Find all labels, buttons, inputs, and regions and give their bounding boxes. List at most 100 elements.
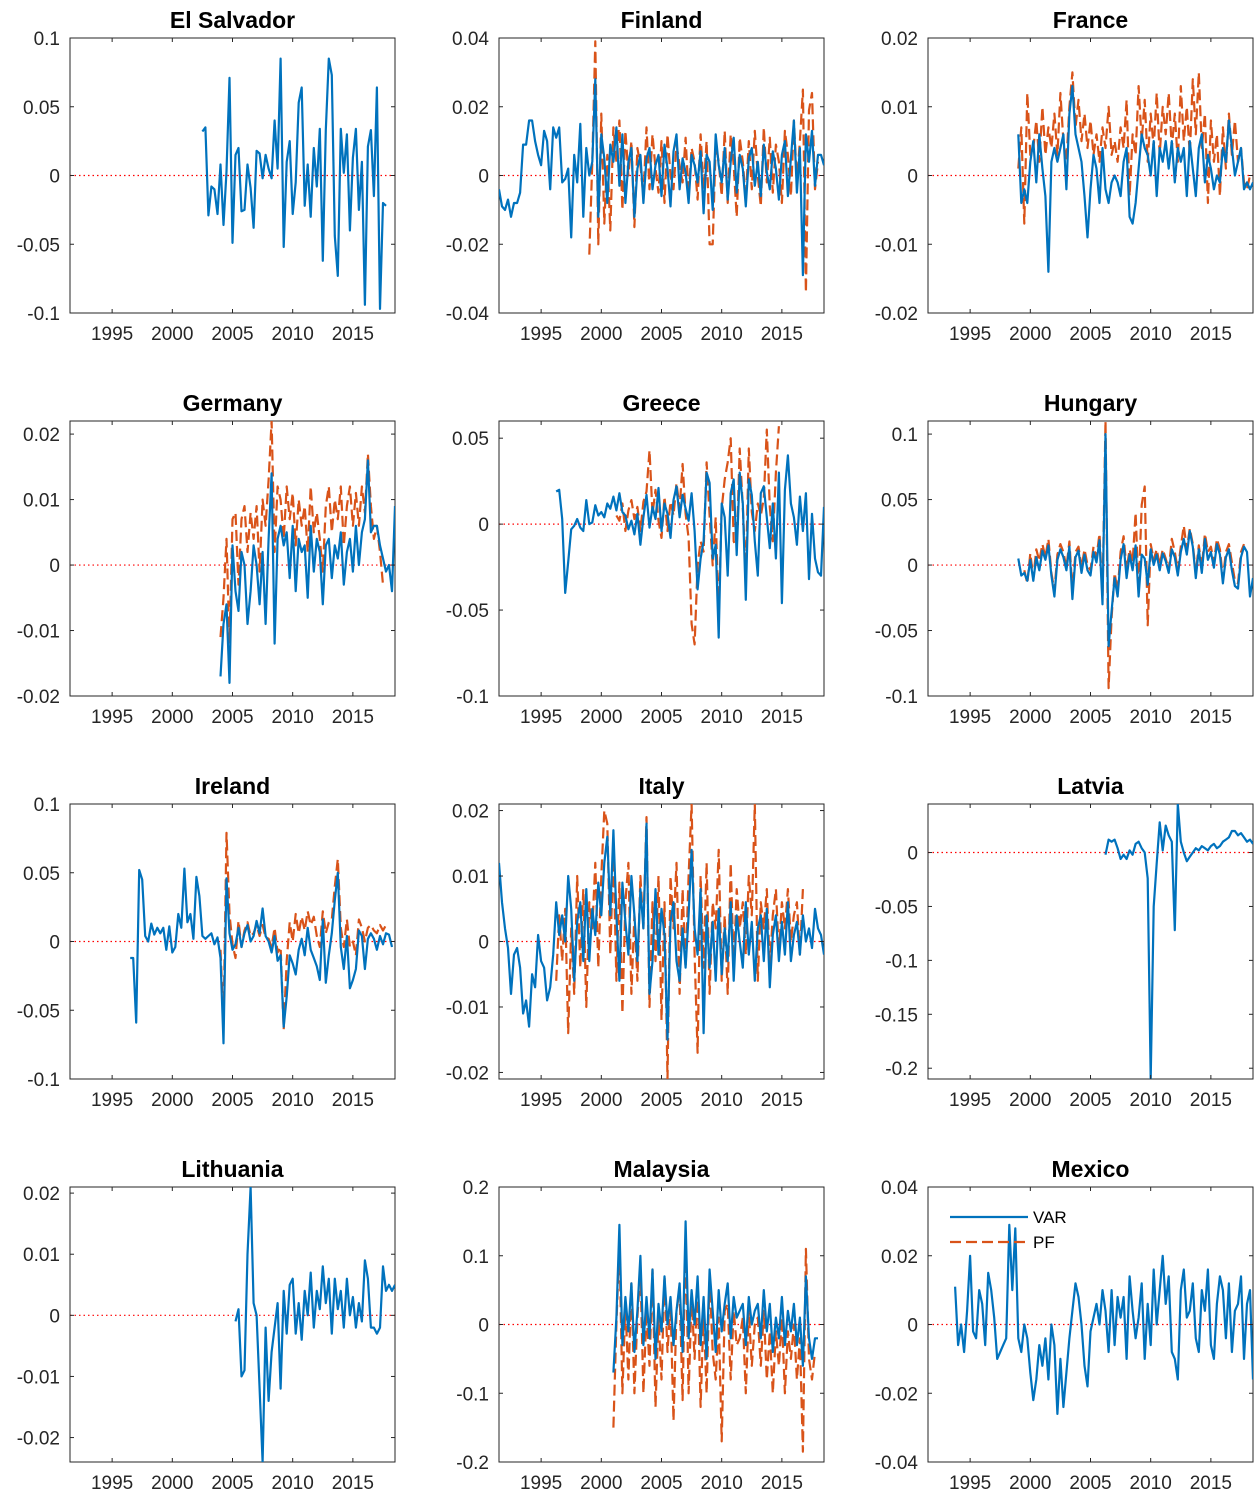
plot-area <box>954 1223 1253 1415</box>
plot-area <box>130 831 394 1045</box>
panel-malaysia: Malaysia 1995 2000 2005 2010 2015 0.2 0.1 0 -0.1 -… <box>456 1156 825 1494</box>
y-tick-label: 0 <box>907 844 918 865</box>
y-tick-label: -0.05 <box>875 622 918 643</box>
y-tick-label: -0.02 <box>446 1063 489 1084</box>
x-tick-label: 2005 <box>1069 1090 1111 1111</box>
y-tick-label: -0.01 <box>17 1367 60 1388</box>
x-tick-label: 2015 <box>761 1090 803 1111</box>
series-line-pf <box>219 421 385 645</box>
y-tick-label: 0 <box>49 167 60 188</box>
y-tick-label: 0.04 <box>881 1178 918 1199</box>
y-tick-label: 0 <box>907 1316 918 1337</box>
plot-area <box>201 57 387 310</box>
series-line-var <box>201 57 387 310</box>
panel-title: Malaysia <box>614 1156 710 1182</box>
series-line-var <box>219 459 395 684</box>
y-tick-label: 0.02 <box>23 1184 60 1205</box>
y-tick-label: 0.01 <box>23 1245 60 1266</box>
y-tick-label: 0.05 <box>23 864 60 885</box>
panel-el-salvador: El Salvador 1995 2000 2005 2010 2015 0.1 0.05 0 -… <box>17 7 396 345</box>
y-tick-label: -0.05 <box>875 897 918 918</box>
x-tick-label: 2010 <box>272 1090 314 1111</box>
panel-title: Greece <box>622 390 700 416</box>
y-tick-label: -0.1 <box>456 1384 489 1405</box>
x-tick-label: 2000 <box>580 324 622 345</box>
y-tick-label: -0.01 <box>446 998 489 1019</box>
x-tick-label: 2010 <box>272 707 314 728</box>
series-line-pf <box>1017 71 1252 225</box>
y-tick-label: 0.1 <box>463 1247 489 1268</box>
x-tick-label: 2010 <box>701 1473 743 1494</box>
x-tick-label: 2015 <box>1190 707 1232 728</box>
x-tick-label: 2010 <box>701 707 743 728</box>
panel-title: Ireland <box>195 773 270 799</box>
x-tick-label: 2005 <box>1069 707 1111 728</box>
x-tick-label: 2015 <box>1190 1090 1232 1111</box>
y-tick-label: 0.01 <box>452 867 489 888</box>
panel-title: Germany <box>183 390 283 416</box>
y-tick-label: 0.1 <box>34 29 60 50</box>
series-line-var <box>499 78 824 277</box>
x-tick-label: 2010 <box>272 1473 314 1494</box>
panel-title: Italy <box>638 773 684 799</box>
x-tick-label: 2000 <box>151 324 193 345</box>
x-tick-label: 2000 <box>580 1090 622 1111</box>
panel-title: Finland <box>621 7 703 33</box>
y-tick-label: -0.02 <box>17 687 60 708</box>
y-tick-label: 0.05 <box>452 429 489 450</box>
plot-area <box>1104 804 1253 1079</box>
series-line-var <box>234 1187 395 1462</box>
plot-area <box>555 426 824 646</box>
plot-area <box>499 804 824 1079</box>
y-tick-label: 0.05 <box>23 98 60 119</box>
panel-title: Latvia <box>1057 773 1124 799</box>
y-tick-label: -0.15 <box>875 1005 918 1026</box>
x-tick-label: 1995 <box>520 1473 562 1494</box>
x-tick-label: 2010 <box>272 324 314 345</box>
y-tick-label: 0.02 <box>23 425 60 446</box>
plot-area <box>499 40 824 294</box>
x-tick-label: 1995 <box>949 1473 991 1494</box>
legend: VAR PF <box>950 1208 1067 1252</box>
y-tick-label: 0 <box>478 515 489 536</box>
series-line-var <box>1017 433 1253 648</box>
x-tick-label: 2005 <box>1069 1473 1111 1494</box>
y-tick-label: -0.1 <box>885 951 918 972</box>
x-tick-label: 2010 <box>1130 1090 1172 1111</box>
x-tick-label: 2000 <box>151 707 193 728</box>
y-tick-label: -0.2 <box>885 1059 918 1080</box>
x-tick-label: 2015 <box>332 324 374 345</box>
y-tick-label: 0 <box>478 933 489 954</box>
panel-title: Lithuania <box>181 1156 283 1182</box>
x-tick-label: 2000 <box>151 1473 193 1494</box>
x-tick-label: 1995 <box>91 324 133 345</box>
series-line-pf <box>1023 421 1246 690</box>
series-line-pf <box>612 1234 817 1453</box>
x-tick-label: 1995 <box>949 707 991 728</box>
x-tick-label: 1995 <box>949 324 991 345</box>
x-tick-label: 2015 <box>761 707 803 728</box>
x-tick-label: 2000 <box>580 1473 622 1494</box>
y-tick-label: -0.02 <box>875 1384 918 1405</box>
y-tick-label: 0.1 <box>892 425 918 446</box>
panel-france: France 1995 2000 2005 2010 2015 0.02 0.01 0 -0.01… <box>875 7 1254 345</box>
panel-title: El Salvador <box>170 7 295 33</box>
y-tick-label: 0.05 <box>881 491 918 512</box>
x-tick-label: 2000 <box>1009 707 1051 728</box>
series-line-var <box>954 1223 1253 1415</box>
panel-finland: Finland 1995 2000 2005 2010 2015 0.04 0.02 0 -0.0… <box>446 7 825 345</box>
x-tick-label: 2005 <box>1069 324 1111 345</box>
axes-frame <box>69 1186 396 1463</box>
y-tick-label: 0 <box>478 1316 489 1337</box>
y-tick-label: 0 <box>49 1306 60 1327</box>
x-tick-label: 1995 <box>91 1090 133 1111</box>
y-tick-label: -0.01 <box>875 235 918 256</box>
y-tick-label: 0 <box>49 933 60 954</box>
x-tick-label: 2005 <box>211 324 253 345</box>
y-tick-label: 0.04 <box>452 29 489 50</box>
plot-area <box>219 421 395 684</box>
x-tick-label: 2010 <box>701 324 743 345</box>
y-tick-label: -0.1 <box>885 687 918 708</box>
y-tick-label: -0.1 <box>27 1070 60 1091</box>
x-tick-label: 2010 <box>1130 707 1172 728</box>
